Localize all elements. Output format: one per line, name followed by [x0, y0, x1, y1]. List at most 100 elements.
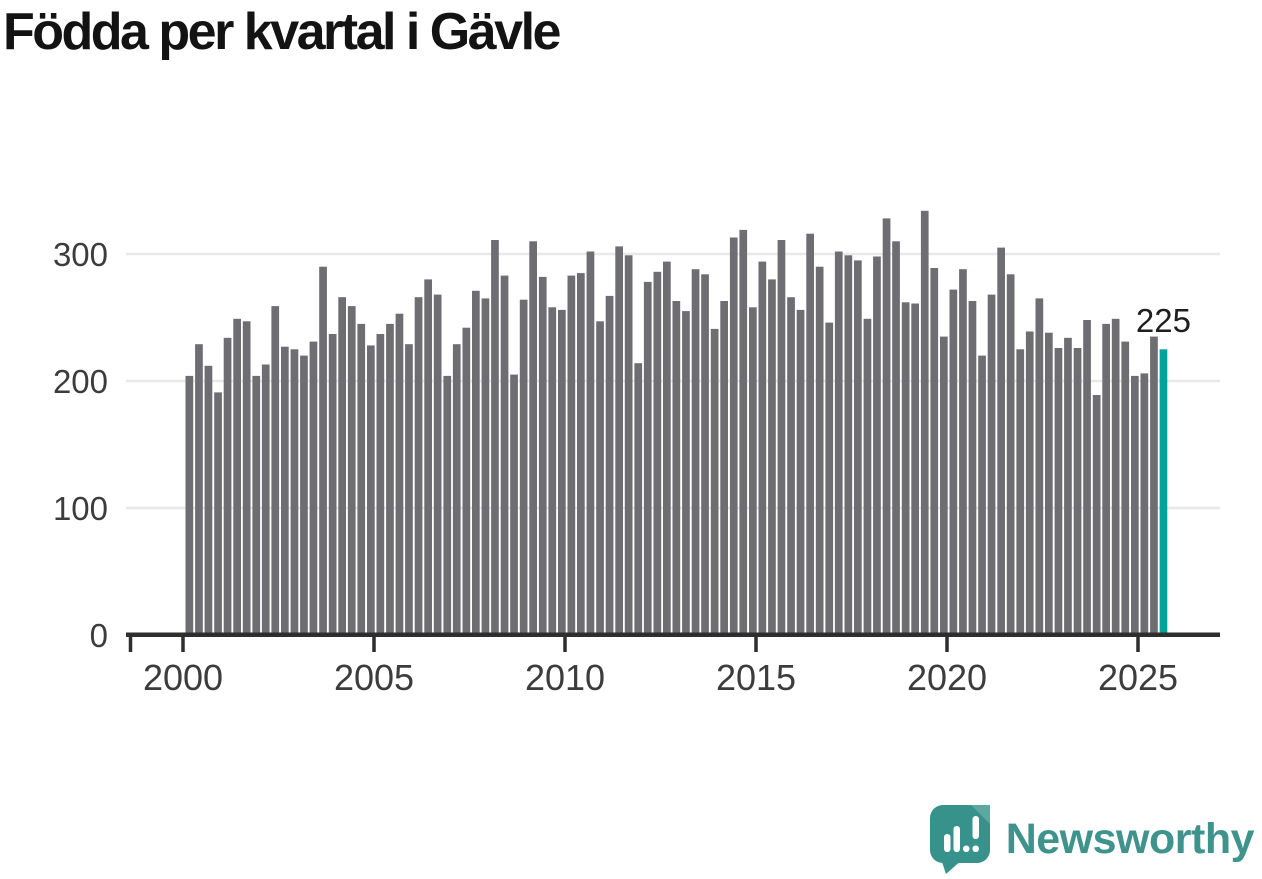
- bar-2012-Q4: [672, 301, 681, 635]
- bar-2009-Q4: [558, 309, 566, 635]
- bar-2020-Q2: [959, 269, 967, 635]
- bar-2023-Q3: [1083, 320, 1091, 635]
- bar-2016-Q3: [815, 266, 824, 635]
- bar-2023-Q1: [1064, 337, 1072, 635]
- bar-2020-Q1: [949, 289, 958, 635]
- bar-2000-Q1: [185, 375, 194, 635]
- bar-2000-Q2: [195, 344, 203, 635]
- newsworthy-wordmark: Newsworthy: [1005, 814, 1255, 863]
- bar-2001-Q3: [242, 321, 251, 635]
- bar-2017-Q4: [863, 318, 872, 635]
- x-tick-label-2025: 2025: [1098, 657, 1178, 698]
- bar-2013-Q3: [701, 274, 709, 635]
- bar-2008-Q3: [510, 374, 518, 635]
- bar-2014-Q4: [749, 307, 757, 635]
- bar-2009-Q1: [529, 241, 537, 636]
- bar-2003-Q1: [300, 355, 308, 635]
- bar-2009-Q3: [548, 307, 557, 635]
- bar-2022-Q1: [1025, 331, 1034, 635]
- bar-2007-Q3: [472, 290, 480, 635]
- bar-2024-Q2: [1111, 318, 1120, 635]
- y-tick-label-300: 300: [53, 236, 108, 273]
- y-tick-label-200: 200: [53, 363, 108, 400]
- bar-2019-Q2: [920, 210, 929, 636]
- bar-2005-Q3: [395, 313, 404, 635]
- bar-2016-Q1: [796, 309, 805, 635]
- bar-2001-Q4: [252, 375, 261, 635]
- bar-2023-Q2: [1073, 348, 1082, 635]
- bar-2020-Q3: [968, 301, 977, 635]
- bar-2021-Q3: [1006, 274, 1015, 635]
- bar-2008-Q4: [519, 299, 528, 635]
- bar-2005-Q1: [376, 334, 385, 635]
- bar-2019-Q3: [930, 268, 939, 635]
- bar-2016-Q4: [825, 322, 834, 635]
- newsworthy-logo-icon: [929, 805, 990, 874]
- bar-2019-Q1: [911, 303, 919, 635]
- bar-2007-Q1: [452, 344, 461, 635]
- bar-2000-Q3: [204, 365, 213, 635]
- logo-exclamation-dot-icon: [972, 845, 979, 852]
- newsworthy-logo: Newsworthy: [929, 803, 1255, 875]
- bar-2005-Q2: [386, 323, 394, 635]
- bar-2002-Q1: [261, 364, 270, 635]
- x-tick-label-2020: 2020: [907, 657, 987, 698]
- bar-2025-Q3: [1159, 349, 1168, 636]
- logo-bubble-fold: [970, 805, 990, 824]
- bar-2012-Q1: [643, 281, 652, 635]
- x-tick-label-2000: 2000: [143, 657, 223, 698]
- logo-period-dot-icon: [962, 845, 970, 852]
- bar-2018-Q3: [892, 241, 900, 636]
- x-tick-label-2005: 2005: [334, 657, 414, 698]
- bar-2002-Q3: [281, 346, 289, 635]
- bar-2018-Q2: [882, 218, 891, 635]
- bar-2021-Q1: [987, 294, 996, 635]
- bar-2001-Q2: [233, 318, 241, 635]
- bar-2003-Q3: [319, 266, 327, 635]
- bar-2022-Q2: [1035, 298, 1044, 635]
- bar-2010-Q1: [567, 275, 576, 635]
- bar-2006-Q3: [433, 294, 442, 635]
- bar-2010-Q2: [577, 273, 585, 635]
- bar-2008-Q1: [491, 240, 499, 635]
- bar-2012-Q2: [653, 271, 662, 635]
- bar-2013-Q1: [682, 311, 690, 635]
- bar-2001-Q1: [223, 337, 232, 635]
- logo-bar-small-icon: [943, 834, 951, 852]
- bar-2008-Q2: [500, 275, 509, 635]
- bar-2010-Q4: [596, 321, 604, 635]
- bar-2015-Q4: [787, 297, 795, 635]
- bar-2025-Q2: [1150, 336, 1158, 635]
- bar-2025-Q1: [1140, 373, 1149, 635]
- bar-2014-Q3: [739, 229, 748, 635]
- bar-2010-Q3: [586, 251, 595, 635]
- bar-2013-Q2: [691, 269, 700, 635]
- bar-2014-Q1: [720, 301, 728, 635]
- bar-2004-Q4: [367, 345, 375, 635]
- y-tick-label-100: 100: [53, 490, 108, 527]
- bar-2002-Q2: [271, 306, 280, 635]
- y-tick-label-0: 0: [90, 617, 108, 654]
- bar-2007-Q2: [462, 327, 471, 635]
- bar-2004-Q3: [357, 323, 366, 635]
- bar-2014-Q2: [729, 237, 738, 635]
- bar-2018-Q1: [873, 256, 881, 635]
- x-axis-line: [126, 632, 1220, 637]
- bar-2021-Q2: [997, 247, 1005, 635]
- x-tick-label-2015: 2015: [716, 657, 796, 698]
- chart-title: Födda per kvartal i Gävle: [3, 3, 561, 61]
- bar-2015-Q3: [777, 240, 786, 635]
- bar-2000-Q4: [214, 392, 222, 635]
- bar-2021-Q4: [1016, 349, 1025, 636]
- bar-2002-Q4: [290, 349, 299, 636]
- bar-2011-Q1: [605, 295, 614, 635]
- bar-2006-Q4: [443, 375, 452, 635]
- bar-2009-Q2: [538, 276, 547, 635]
- bar-2020-Q4: [978, 355, 986, 635]
- bar-2012-Q3: [663, 261, 671, 635]
- bar-2024-Q3: [1121, 341, 1130, 635]
- bar-2005-Q4: [405, 344, 413, 635]
- logo-bar-tall-icon: [953, 826, 960, 852]
- bar-2015-Q2: [768, 279, 776, 635]
- logo-bubble-tail: [940, 859, 963, 874]
